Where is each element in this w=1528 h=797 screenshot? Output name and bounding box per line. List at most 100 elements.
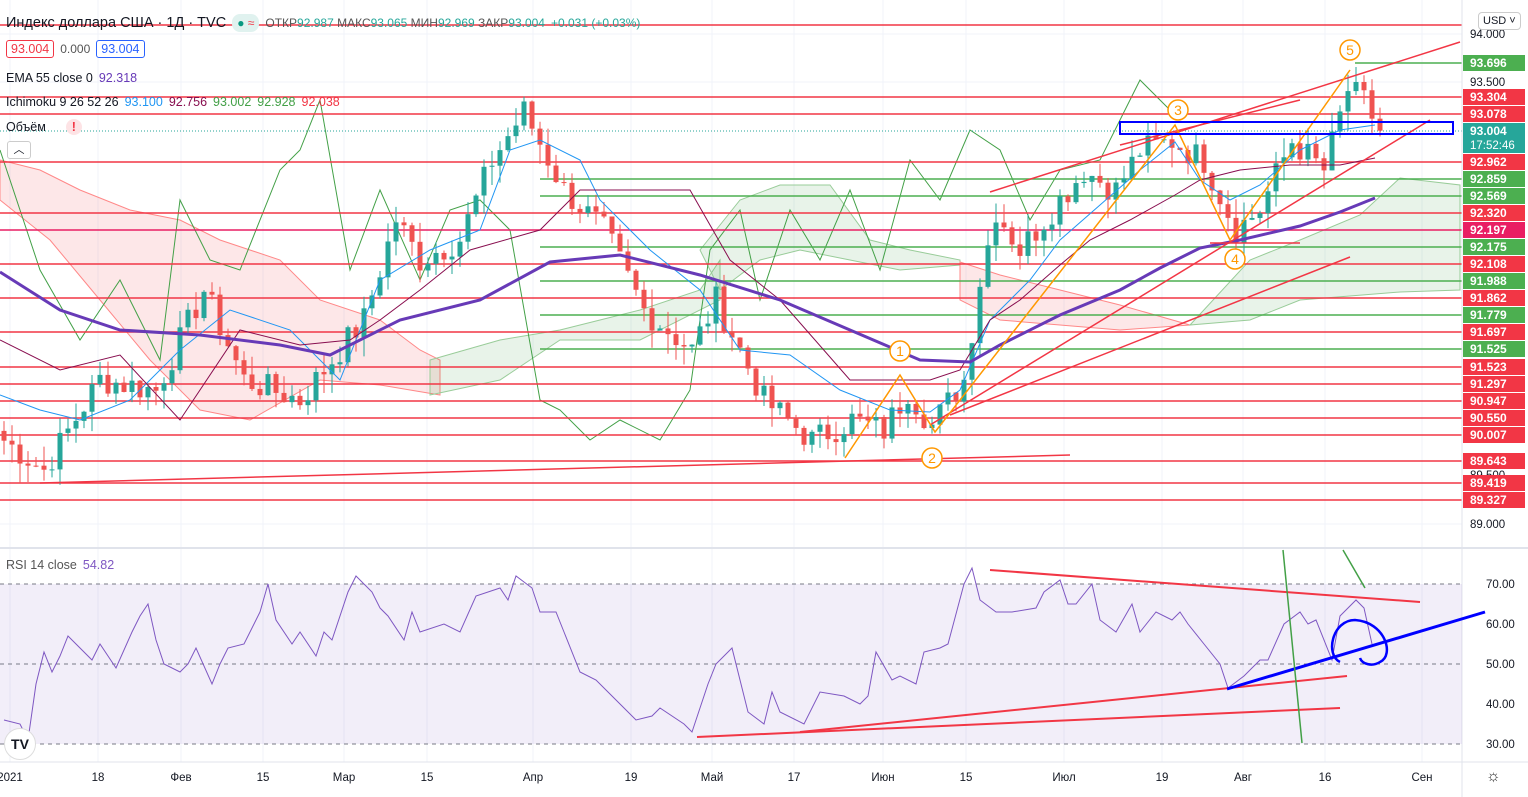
ema-label: EMA 55 close 0 (6, 71, 93, 85)
buy-price-button[interactable]: 93.004 (96, 40, 145, 58)
candle-body (625, 251, 631, 271)
candle (1225, 190, 1231, 232)
candle-body (1089, 175, 1095, 182)
price-label-bg (1463, 154, 1525, 170)
rsi-tick: 50.00 (1486, 659, 1515, 671)
candle-body (1065, 196, 1071, 203)
price-level-label: 91.523 (1463, 359, 1525, 375)
ohlc-values: ОТКР92.987 МАКС93.065 МИН92.969 ЗАКР93.0… (265, 16, 545, 30)
candle (833, 421, 839, 456)
candle (145, 383, 151, 411)
candle-body (1297, 143, 1303, 160)
candle-body (289, 395, 295, 403)
currency-select[interactable]: USD ˅ (1478, 12, 1521, 30)
candle (537, 121, 543, 164)
candle-body (321, 371, 327, 375)
volume-legend[interactable]: Объём ! (6, 119, 82, 135)
candle (1297, 129, 1303, 166)
price-label-text: 91.697 (1470, 325, 1507, 339)
candle-body (1329, 131, 1335, 171)
candle (889, 399, 895, 443)
candle (89, 374, 95, 432)
candle-body (617, 233, 623, 252)
candle (857, 398, 863, 422)
candle-body (1353, 81, 1359, 92)
rsi-value: 54.82 (82, 558, 115, 572)
price-level-label: 93.078 (1463, 106, 1525, 122)
ema-legend[interactable]: EMA 55 close 0 92.318 (6, 71, 137, 85)
candle-body (905, 403, 911, 414)
candle (649, 289, 655, 348)
candle-body (601, 211, 607, 217)
candle (1113, 177, 1119, 214)
candle (1025, 214, 1031, 265)
candle (953, 391, 959, 412)
wave-marker (1224, 248, 1246, 270)
candle-body (337, 362, 343, 365)
rsi-label: RSI 14 close (6, 558, 77, 572)
candle-body (689, 344, 695, 347)
candle (617, 224, 623, 252)
candle-body (1265, 191, 1271, 214)
candle-body (1185, 149, 1191, 164)
candle (905, 400, 911, 428)
candle-body (1041, 229, 1047, 241)
rsi-green-line (1342, 549, 1366, 589)
trend-line (929, 119, 1431, 426)
candle (281, 376, 287, 403)
time-tick: 19 (625, 772, 638, 784)
tradingview-logo[interactable]: TV (4, 728, 36, 760)
candle-body (1105, 182, 1111, 200)
candle (329, 356, 335, 393)
candle-body (81, 411, 87, 421)
candle (897, 392, 903, 428)
rsi-trend-line (799, 675, 1348, 733)
candle-body (441, 252, 447, 260)
candle (241, 351, 247, 386)
ema-value: 92.318 (98, 71, 138, 85)
price-label-text: 91.297 (1470, 377, 1507, 391)
market-status-badge[interactable]: ● ≈ (232, 14, 260, 32)
candle-body (225, 335, 231, 347)
price-label-bg (1463, 376, 1525, 392)
candle (49, 456, 55, 478)
candle-body (41, 465, 47, 470)
ohlc-key: ОТКР (265, 16, 298, 30)
price-level-label: 92.859 (1463, 171, 1525, 187)
candle-body (1137, 155, 1143, 157)
candle (657, 325, 663, 331)
price-level-label: 91.697 (1463, 324, 1525, 340)
time-tick: 2021 (0, 772, 23, 784)
time-tick: 16 (1319, 772, 1332, 784)
candle (313, 367, 319, 413)
candle-body (385, 241, 391, 278)
candle-body (1033, 231, 1039, 241)
time-tick: Июн (871, 772, 894, 784)
candle (265, 366, 271, 396)
candle (577, 204, 583, 224)
candle-body (825, 424, 831, 440)
price-level-label: 92.320 (1463, 205, 1525, 221)
candle-body (177, 327, 183, 371)
price-label-text: 92.962 (1470, 155, 1507, 169)
candle-body (745, 347, 751, 369)
wave-marker (1339, 39, 1361, 61)
time-tick: Апр (523, 772, 543, 784)
candle (1273, 151, 1279, 207)
candle (1169, 133, 1175, 168)
candle-body (233, 346, 239, 361)
ichimoku-legend[interactable]: Ichimoku 9 26 52 26 93.100 92.756 93.002… (6, 95, 340, 109)
rsi-legend[interactable]: RSI 14 close 54.82 (6, 558, 114, 572)
candle (1081, 171, 1087, 188)
settings-gear-icon[interactable]: ☼ (1486, 768, 1501, 785)
price-label-bg (1463, 307, 1525, 323)
collapse-legend-button[interactable]: ︿ (7, 141, 31, 159)
candle (849, 404, 855, 440)
candle (17, 433, 23, 483)
price-label-bg (1463, 239, 1525, 255)
warning-icon[interactable]: ! (65, 119, 82, 135)
candle (25, 451, 31, 482)
sell-price-button[interactable]: 93.004 (6, 40, 55, 58)
candle-body (721, 286, 727, 332)
